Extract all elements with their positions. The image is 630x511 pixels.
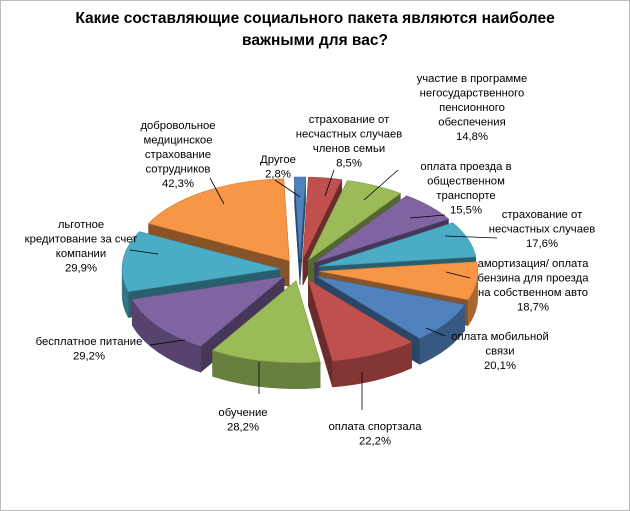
slice-label-4-line-2: общественном [427, 176, 505, 188]
pie-slice-9 [211, 280, 321, 390]
pie-slice-10-top [131, 276, 286, 347]
pie-slice-7-top [316, 275, 466, 339]
pie-slice-12-top [147, 178, 290, 262]
slice-label-11-line-2: кредитование за счет [25, 234, 138, 246]
slice-label-3-line-3: пенсионного [439, 102, 505, 114]
slice-label-12-line-5: 42,3% [162, 178, 194, 190]
slice-label-12-line-4: сотрудников [146, 164, 211, 176]
slice-label-8: оплата спортзала 22,2% [328, 421, 422, 448]
slice-label-11: льготное кредитование за счет компании 29,9… [25, 219, 138, 275]
pie-slice-5-top [318, 222, 477, 267]
slice-label-5-line-2: несчастных случаев [489, 224, 596, 236]
slice-label-7-line-1: оплата мобильной [451, 331, 549, 343]
slice-label-6-line-1: амортизация/ оплата [478, 258, 590, 270]
slice-label-11-line-3: компании [56, 248, 106, 260]
pie-slices [121, 176, 479, 390]
slice-label-10: бесплатное питание 29,2% [36, 336, 143, 363]
slice-label-4: оплата проезда в общественном транспорте 15… [420, 161, 511, 217]
leader-line-7 [425, 327, 446, 337]
slice-label-8-line-2: 22,2% [359, 436, 391, 448]
chart-title: Какие составляющие социального пакета яв… [75, 10, 555, 49]
pie-slice-1 [294, 176, 306, 286]
pie-slice-8-top [307, 279, 413, 362]
leader-line-2 [324, 169, 335, 197]
leader-line-4 [409, 214, 446, 219]
leader-line-11 [129, 249, 159, 255]
pie-slice-11-top [121, 231, 281, 292]
pie-slice-4-top [314, 195, 450, 263]
slice-label-3: участие в программе негосударственного пен… [417, 73, 528, 143]
slice-label-3-line-2: негосударственного [420, 88, 525, 100]
slice-label-2-line-3: членов семьи [313, 143, 385, 155]
pie-slice-8 [307, 279, 413, 388]
slice-label-5-line-3: 17,6% [526, 238, 558, 250]
slice-label-4-line-4: 15,5% [450, 205, 482, 217]
slice-label-4-line-3: транспорте [436, 190, 495, 202]
slice-label-3-line-4: обеспечения [438, 117, 505, 129]
slice-label-6: амортизация/ оплата бензина для проезда на… [478, 258, 590, 314]
slice-label-12: добровольное медицинское страхование сотруд… [140, 120, 215, 190]
slice-label-6-line-4: 18,7% [517, 302, 549, 314]
slice-label-5: страхование от несчастных случаев 17,6% [489, 209, 596, 250]
leader-line-5 [444, 235, 498, 239]
slice-label-7-line-3: 20,1% [484, 360, 516, 372]
slice-label-9: обучение 28,2% [218, 407, 267, 434]
slice-label-9-line-1: обучение [218, 407, 267, 419]
leader-line-10 [149, 339, 186, 346]
slice-label-12-line-2: медицинское [143, 135, 212, 147]
slice-label-3-line-1: участие в программе [417, 73, 528, 85]
leader-line-12 [209, 177, 225, 205]
slice-label-2: страхование от несчастных случаев членов с… [296, 114, 403, 170]
slice-label-12-line-1: добровольное [140, 120, 215, 132]
slice-label-4-line-1: оплата проезда в [420, 161, 511, 173]
leader-line-6 [445, 271, 471, 279]
slice-label-2-line-4: 8,5% [336, 158, 362, 170]
slice-label-7-line-2: связи [485, 346, 514, 358]
slice-label-11-line-4: 29,9% [65, 263, 97, 275]
slice-label-8-line-1: оплата спортзала [328, 421, 422, 433]
slice-label-9-line-2: 28,2% [227, 422, 259, 434]
pie-slice-2-top [302, 176, 343, 260]
pie-slice-1-top [294, 176, 306, 260]
pie-labels: Другое 2,8% страхование от несчастных случа… [25, 73, 596, 448]
slice-label-11-line-1: льготное [58, 219, 104, 231]
slice-label-1-line-2: 2,8% [265, 169, 291, 181]
slice-label-5-line-1: страхование от [502, 209, 583, 221]
slice-label-6-line-2: бензина для проезда [478, 273, 590, 285]
leader-line-1 [274, 179, 301, 198]
slice-label-2-line-2: несчастных случаев [296, 129, 403, 141]
pie-slice-6-top [319, 261, 479, 301]
slice-label-1-line-1: Другое [260, 154, 296, 166]
slice-label-2-line-1: страхование от [309, 114, 390, 126]
slice-label-1: Другое 2,8% [260, 154, 296, 181]
pie-slice-9-top [211, 280, 321, 364]
slice-label-12-line-3: страхование [145, 149, 211, 161]
pie-slice-3-top [308, 180, 402, 261]
slice-label-7: оплата мобильной связи 20,1% [451, 331, 549, 372]
leader-line-3 [363, 169, 399, 201]
slice-label-10-line-1: бесплатное питание [36, 336, 143, 348]
slice-label-6-line-3: на собственном авто [478, 287, 588, 299]
slice-label-3-line-5: 14,8% [456, 131, 488, 143]
slice-label-10-line-2: 29,2% [73, 351, 105, 363]
